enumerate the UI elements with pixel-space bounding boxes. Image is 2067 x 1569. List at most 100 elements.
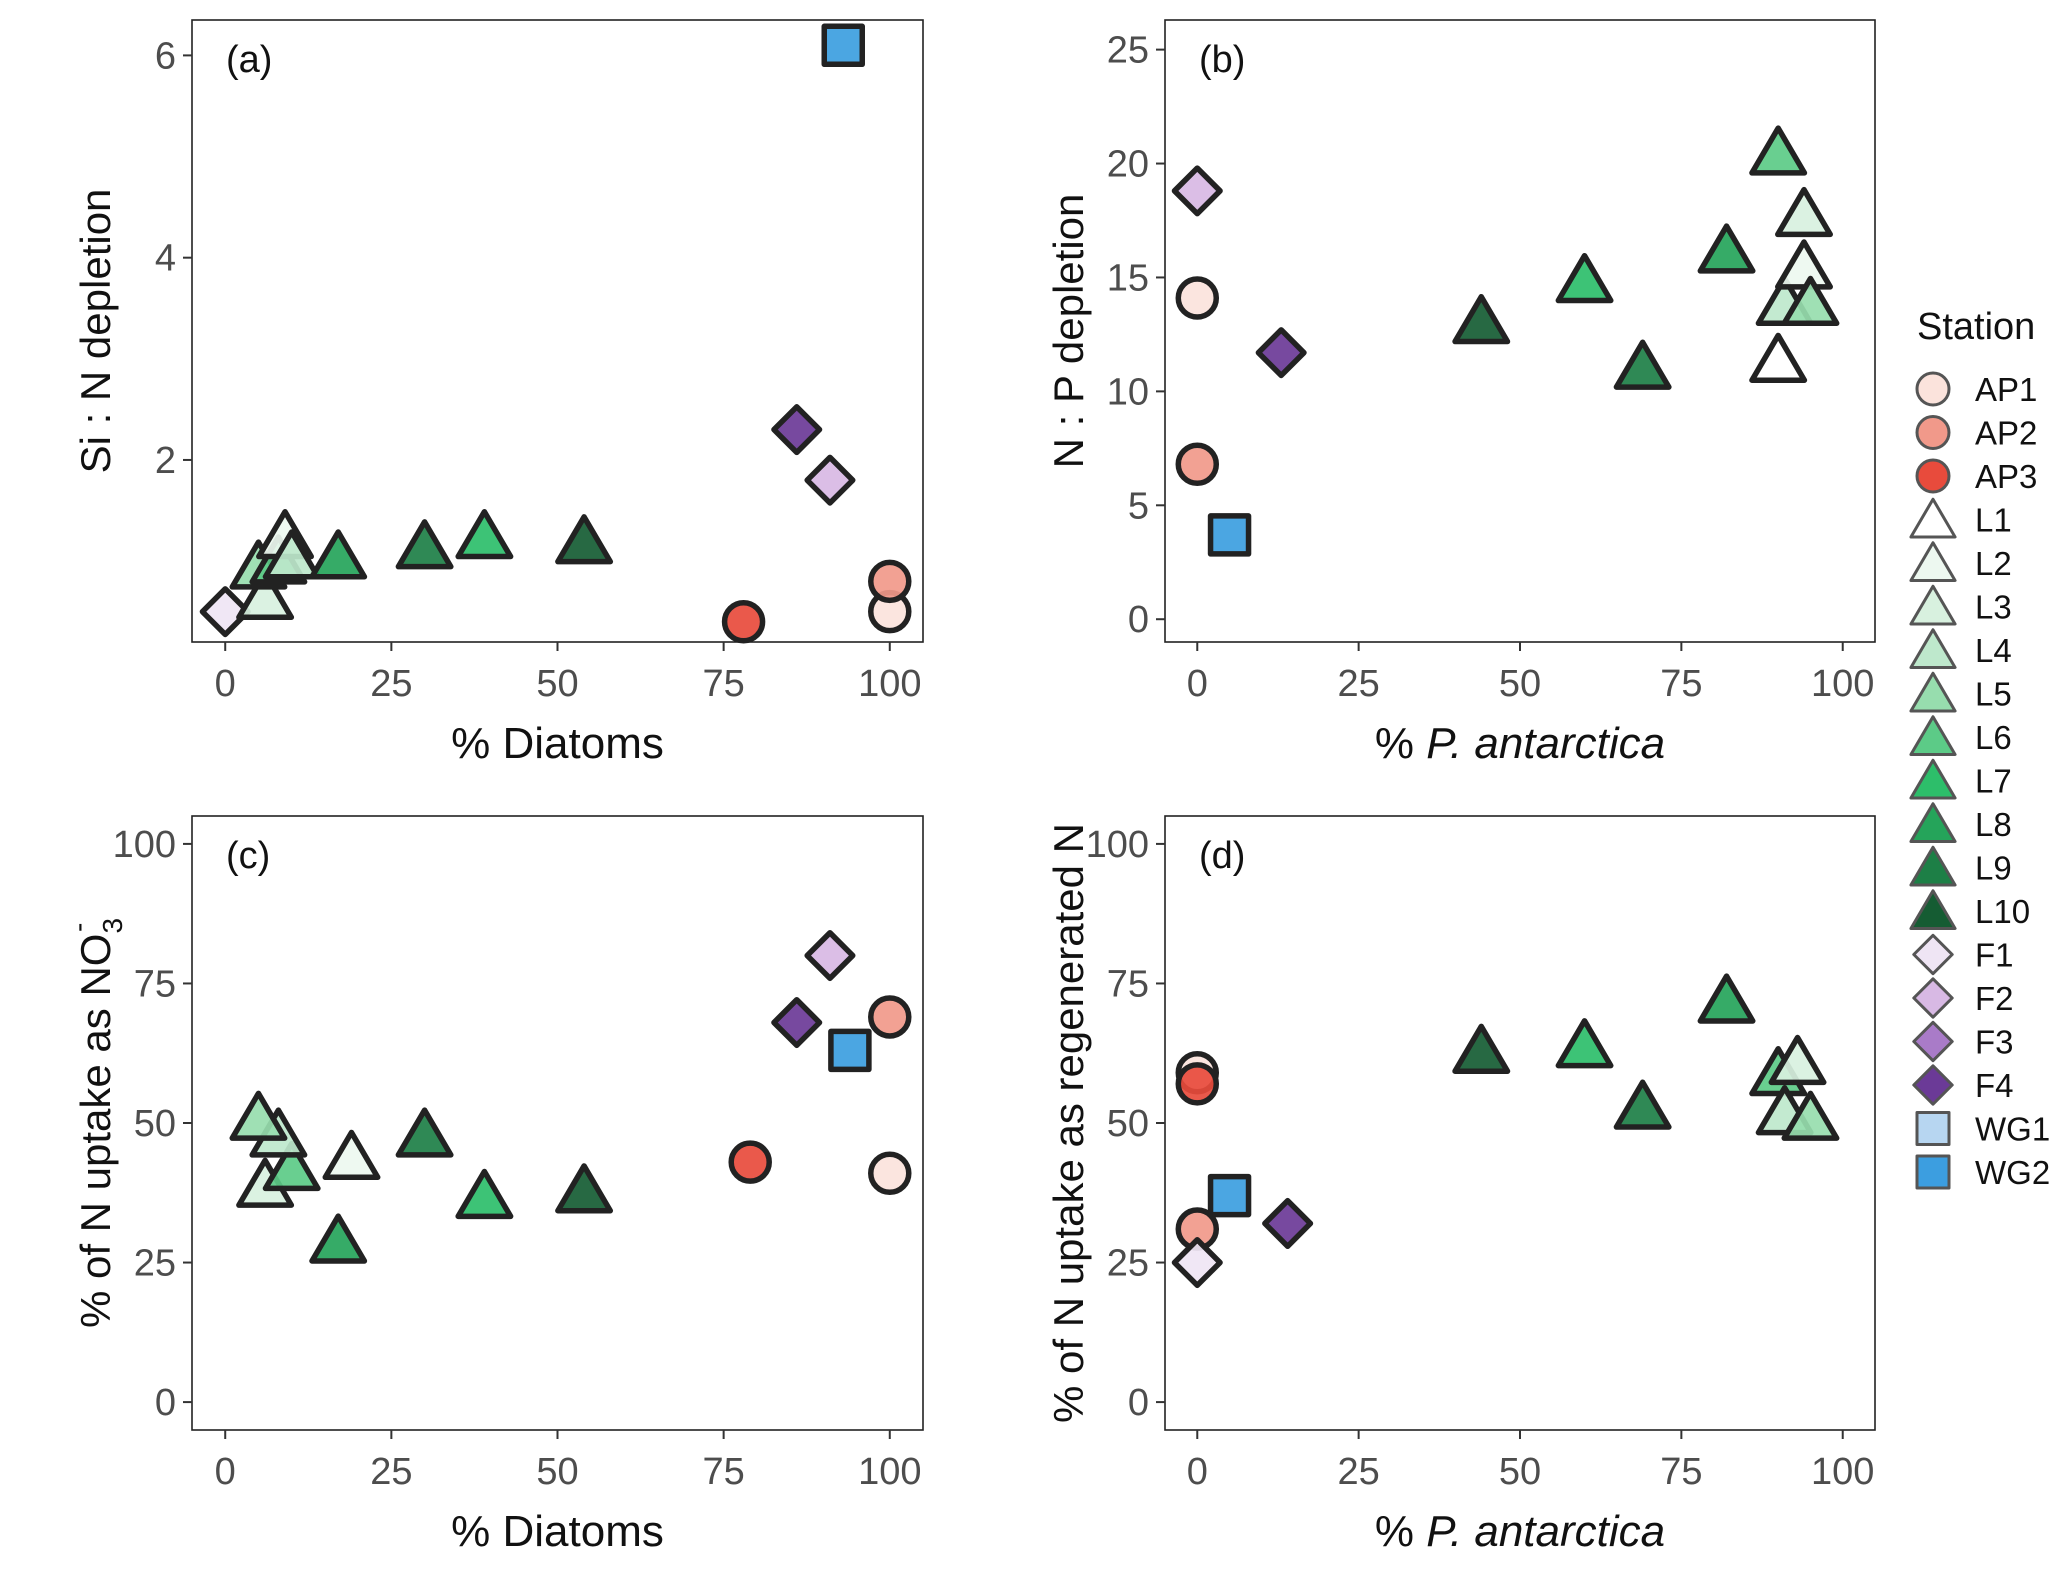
- y-tick-label: 25: [134, 1243, 176, 1285]
- x-tick-label: 100: [858, 663, 921, 705]
- panel-b: 0 25 50 75 100 0 5 10 15 20 25 (b) % P. antarctica N …: [1045, 19, 1876, 768]
- legend-label: WG1: [1975, 1111, 2050, 1148]
- panel-d: 0 25 50 75 100 0 25 50 75 100 (d) % P. antarctica % …: [1045, 815, 1876, 1556]
- legend-label: L4: [1975, 632, 2012, 669]
- legend-key-l8: [1909, 802, 1957, 843]
- data-point-f1: [1171, 1236, 1223, 1289]
- data-point-l8: [309, 1213, 368, 1264]
- legend-label: WG2: [1975, 1154, 2050, 1191]
- legend-item-ap2: AP2: [1915, 415, 2037, 452]
- legend-key-f4: [1912, 1064, 1954, 1106]
- data-point-f4: [771, 404, 823, 456]
- y-axis-title: Si : N depletion: [72, 189, 119, 474]
- panel-label: (b): [1199, 39, 1245, 81]
- x-tick-label: 50: [1499, 663, 1541, 705]
- y-tick-label: 0: [155, 1382, 176, 1424]
- legend-key-f3: [1912, 1020, 1954, 1063]
- y-tick-label: 0: [1128, 599, 1149, 641]
- legend-key-l5: [1909, 671, 1957, 713]
- x-tick-label: 25: [370, 663, 412, 705]
- x-tick-label: 0: [215, 1451, 236, 1493]
- data-point-l7: [1555, 252, 1614, 304]
- legend-key-l3: [1909, 584, 1957, 626]
- x-tick-label: 100: [1811, 663, 1874, 705]
- x-tick-label: 100: [1811, 1451, 1874, 1493]
- x-tick-label: 75: [1660, 663, 1702, 705]
- data-point-l10: [1452, 1023, 1511, 1074]
- legend-key-f2: [1912, 977, 1954, 1019]
- x-tick-label: 25: [1337, 1451, 1379, 1493]
- data-point-l8: [309, 529, 368, 580]
- legend-label: L8: [1975, 806, 2012, 843]
- data-point-f1: [199, 586, 251, 638]
- data-point-l9: [1613, 1079, 1672, 1130]
- data-point-ap3: [721, 600, 766, 644]
- data-point-l3: [1768, 1034, 1827, 1086]
- legend-label: L9: [1975, 850, 2012, 887]
- data-points: [199, 23, 912, 644]
- legend-item-f1: F1: [1912, 933, 2014, 976]
- legend-item-l8: L8: [1909, 802, 2012, 843]
- legend-key-wg1: [1915, 1111, 1951, 1146]
- x-tick-label: 0: [1187, 663, 1208, 705]
- data-point-l9: [395, 519, 454, 570]
- x-tick-label: 50: [1499, 1451, 1541, 1493]
- data-point-l2: [322, 1129, 381, 1180]
- legend-item-l7: L7: [1909, 758, 2012, 800]
- data-point-f2: [804, 929, 856, 982]
- legend-label: L2: [1975, 545, 2012, 582]
- legend-item-wg2: WG2: [1915, 1154, 2050, 1191]
- x-tick-label: 75: [702, 1451, 744, 1493]
- y-tick-label: 100: [1086, 824, 1149, 866]
- legend-title: Station: [1917, 306, 2035, 348]
- y-tick-label: 5: [1128, 485, 1149, 527]
- plot-frame: [1164, 815, 1876, 1431]
- legend-key-l4: [1909, 628, 1957, 669]
- legend-item-l1: L1: [1909, 497, 2012, 539]
- data-point-l10: [555, 1163, 614, 1214]
- data-points: [1171, 125, 1840, 557]
- legend-key-f1: [1912, 933, 1954, 976]
- legend-key-l9: [1909, 845, 1957, 887]
- legend-item-l3: L3: [1909, 584, 2012, 626]
- data-point-ap2: [1175, 442, 1220, 487]
- legend-item-ap1: AP1: [1915, 371, 2037, 408]
- legend-item-ap3: AP3: [1915, 458, 2037, 495]
- data-point-wg2: [1207, 513, 1252, 557]
- y-axis-title: % of N uptake as NO3-: [63, 918, 128, 1328]
- legend-label: L1: [1975, 502, 2012, 539]
- legend-item-l4: L4: [1909, 628, 2012, 669]
- y-tick-label: 10: [1107, 371, 1149, 413]
- legend-item-l6: L6: [1909, 715, 2012, 756]
- data-point-l1: [1749, 332, 1808, 383]
- data-point-ap3: [728, 1140, 772, 1184]
- data-point-l3: [1775, 186, 1833, 238]
- data-point-l9: [1613, 339, 1672, 390]
- y-tick-label: 15: [1107, 257, 1149, 299]
- data-point-l3: [236, 569, 295, 620]
- data-point-l7: [1555, 1018, 1614, 1069]
- data-point-l8: [1697, 223, 1756, 274]
- y-tick-label: 2: [155, 440, 176, 482]
- legend-item-wg1: WG1: [1915, 1111, 2050, 1148]
- y-tick-label: 6: [155, 35, 176, 77]
- data-point-l10: [555, 514, 614, 565]
- y-tick-label: 4: [155, 238, 176, 280]
- y-tick-label: 25: [1107, 30, 1149, 72]
- legend-label: F3: [1975, 1024, 2014, 1061]
- legend-item-f2: F2: [1912, 977, 2014, 1019]
- panel-c: 0 25 50 75 100 0 25 50 75 100 (c) % Diatoms % of N u…: [63, 815, 924, 1556]
- data-point-l5: [1781, 1090, 1840, 1141]
- legend-key-l1: [1909, 497, 1957, 539]
- legend-item-l9: L9: [1909, 845, 2012, 887]
- legend-label: L7: [1975, 763, 2012, 800]
- legend-item-l2: L2: [1909, 541, 2012, 582]
- legend-item-l10: L10: [1909, 889, 2030, 930]
- data-point-ap1: [868, 1151, 912, 1195]
- x-axis-title: % P. antarctica: [1375, 719, 1665, 768]
- legend-key-l7: [1909, 758, 1957, 800]
- x-tick-label: 75: [1660, 1451, 1702, 1493]
- plot-frame: [1164, 19, 1876, 643]
- data-point-l4: [262, 529, 321, 580]
